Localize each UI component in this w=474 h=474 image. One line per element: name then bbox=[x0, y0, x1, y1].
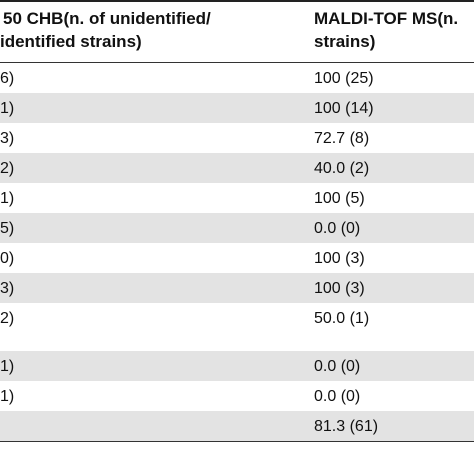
cell-col-b: 50.0 (1) bbox=[314, 310, 370, 327]
cell-col-a: 1) bbox=[0, 190, 15, 207]
cell-col-a: 3) bbox=[0, 280, 15, 297]
cell-col-b: 100 (5) bbox=[314, 190, 365, 207]
cell-col-a: 3) bbox=[0, 130, 15, 147]
table-row: 2) 50.0 (1) bbox=[0, 303, 474, 351]
cell-col-a: 1) bbox=[0, 100, 15, 117]
header-col-a-line2: identified strains) bbox=[0, 32, 142, 51]
cell-col-b: 0.0 (0) bbox=[314, 388, 361, 405]
table-row: 1) 0.0 (0) bbox=[0, 381, 474, 411]
cell-col-a: 2) bbox=[0, 160, 15, 177]
table-row: 1) 100 (14) bbox=[0, 93, 474, 123]
header-col-a-line1: 50 CHB(n. of unidentified/ bbox=[3, 9, 211, 28]
cell-col-b: 81.3 (61) bbox=[314, 418, 379, 435]
table-row: 6) 100 (25) bbox=[0, 63, 474, 93]
cell-col-b: 0.0 (0) bbox=[314, 358, 361, 375]
cell-col-a: 5) bbox=[0, 220, 15, 237]
table-row: 1) 0.0 (0) bbox=[0, 351, 474, 381]
cell-col-b: 100 (3) bbox=[314, 250, 365, 267]
table-row: 3) 72.7 (8) bbox=[0, 123, 474, 153]
cell-col-a: 2) bbox=[0, 310, 15, 327]
table-row: 5) 0.0 (0) bbox=[0, 213, 474, 243]
cell-col-b: 72.7 (8) bbox=[314, 130, 370, 147]
cell-col-b: 100 (3) bbox=[314, 280, 365, 297]
header-col-b-line2: strains) bbox=[314, 32, 376, 51]
top-rule bbox=[0, 0, 474, 2]
cell-col-a: 1) bbox=[0, 388, 15, 405]
cell-col-b: 40.0 (2) bbox=[314, 160, 370, 177]
cell-col-b: 100 (25) bbox=[314, 70, 374, 87]
cell-col-a: 1) bbox=[0, 358, 15, 375]
cell-col-a: 0) bbox=[0, 250, 15, 267]
cell-col-a: 6) bbox=[0, 70, 15, 87]
table-row: 0) 100 (3) bbox=[0, 243, 474, 273]
table-row: 81.3 (61) bbox=[0, 411, 474, 441]
table-row: 3) 100 (3) bbox=[0, 273, 474, 303]
cell-col-b: 0.0 (0) bbox=[314, 220, 361, 237]
table-row: 1) 100 (5) bbox=[0, 183, 474, 213]
header-col-b-line1: MALDI-TOF MS(n. bbox=[314, 9, 459, 28]
header-rule bbox=[0, 62, 474, 63]
bottom-rule bbox=[0, 441, 474, 442]
cell-col-b: 100 (14) bbox=[314, 100, 374, 117]
table-row: 2) 40.0 (2) bbox=[0, 153, 474, 183]
